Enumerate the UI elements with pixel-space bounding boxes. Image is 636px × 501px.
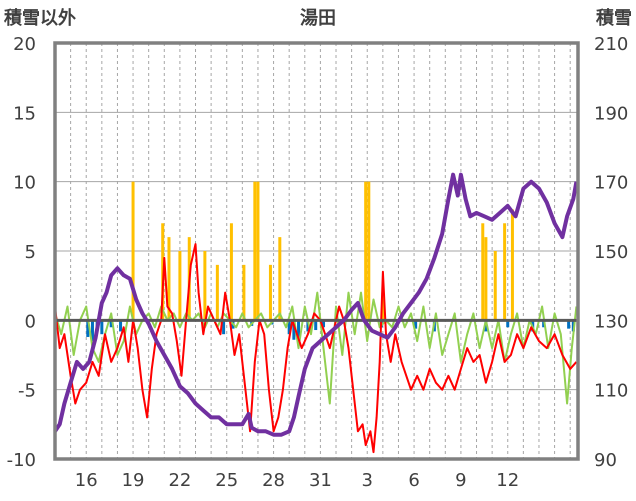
y-tick-left: 20	[13, 34, 36, 55]
y-tick-right: 90	[594, 450, 617, 471]
y-tick-right: 130	[594, 311, 628, 332]
y-tick-left: 15	[13, 103, 36, 124]
y-tick-left: 0	[25, 311, 36, 332]
snow-depth-line	[53, 172, 579, 437]
x-tick: 12	[496, 470, 519, 491]
precipitation-bar	[203, 251, 207, 321]
precipitation-bar	[278, 237, 282, 321]
snow-change-bar	[222, 320, 226, 335]
y-axis-right: 210 190 170 150 130 110 90	[594, 34, 628, 471]
y-tick-left: 10	[13, 173, 36, 194]
precipitation-bar	[268, 264, 272, 321]
snow-change-bar	[292, 320, 296, 340]
x-tick: 3	[362, 470, 373, 491]
snow-change-bar	[484, 320, 488, 332]
y-tick-right: 150	[594, 242, 628, 263]
y-tick-right: 190	[594, 103, 628, 124]
y-axis-left: 20 15 10 5 0 -5 -10	[7, 34, 36, 471]
temperature-line	[54, 243, 578, 454]
chart-title: 湯田	[300, 8, 336, 29]
x-tick: 25	[215, 470, 238, 491]
snow-change-bar	[306, 320, 310, 332]
x-tick: 31	[309, 470, 332, 491]
snow-change-bar	[297, 320, 301, 346]
precipitation-bar	[253, 181, 257, 321]
precipitation-bar	[167, 237, 171, 321]
snow-change-bar	[100, 320, 104, 335]
y-tick-right: 110	[594, 381, 628, 402]
snow-change-bar	[109, 320, 113, 328]
precipitation-bar	[242, 264, 246, 321]
precipitation-bar	[178, 251, 182, 321]
precipitation-bar	[503, 223, 507, 321]
snow-change-bar	[567, 320, 571, 329]
snow-change-bar	[542, 320, 546, 328]
x-tick: 6	[408, 470, 419, 491]
y-tick-right: 210	[594, 34, 628, 55]
precipitation-bar	[131, 181, 135, 321]
snow-change-bar	[414, 320, 418, 329]
x-tick: 22	[168, 470, 191, 491]
precipitation-bar	[510, 209, 514, 321]
snow-change-bar	[506, 320, 510, 328]
precipitation-bar	[481, 223, 485, 321]
lines	[53, 172, 579, 454]
precipitation-bar	[381, 292, 385, 321]
snow-change-bar	[90, 320, 94, 342]
x-tick: 9	[455, 470, 466, 491]
y-tick-left: -5	[18, 381, 36, 402]
y-tick-left: -10	[7, 450, 36, 471]
snow-change-bar	[86, 320, 90, 337]
y-tick-right: 170	[594, 173, 628, 194]
right-axis-title: 積雪	[595, 7, 632, 29]
precipitation-bar	[484, 237, 488, 321]
y-tick-left: 5	[25, 242, 36, 263]
precipitation-bar	[367, 181, 371, 321]
snow-change-bar	[314, 320, 318, 331]
x-axis: 16 19 22 25 28 31 3 6 9 12	[75, 470, 519, 491]
snow-change-bar	[322, 320, 326, 328]
snow-change-bar	[287, 320, 291, 335]
precipitation-bar	[229, 223, 233, 321]
x-tick: 28	[262, 470, 285, 491]
precipitation-bar	[256, 181, 260, 321]
snow-change-bar	[119, 320, 123, 332]
precipitation-bar	[215, 264, 219, 321]
x-tick: 19	[122, 470, 145, 491]
x-tick: 16	[75, 470, 98, 491]
left-axis-title: 積雪以外	[3, 7, 76, 29]
precipitation-bar	[493, 251, 497, 321]
plot-frame	[53, 41, 580, 461]
precipitation-bar	[364, 181, 368, 321]
